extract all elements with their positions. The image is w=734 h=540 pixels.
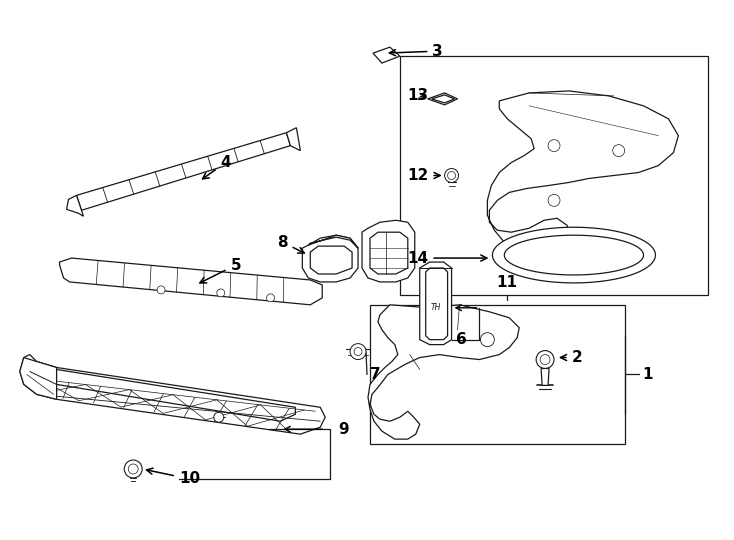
Polygon shape [59,258,322,305]
Text: TH: TH [430,303,441,312]
Text: 11: 11 [497,275,517,290]
Polygon shape [302,235,358,282]
Circle shape [548,140,560,152]
Circle shape [266,294,275,302]
Circle shape [481,333,494,347]
Circle shape [540,355,550,365]
Bar [370,305,625,444]
Circle shape [214,412,224,422]
Text: 1: 1 [642,367,653,382]
Polygon shape [487,91,678,252]
Circle shape [217,289,225,297]
Circle shape [445,168,459,183]
Circle shape [350,343,366,360]
Circle shape [157,286,165,294]
Text: 3: 3 [390,44,443,59]
Circle shape [536,350,554,368]
Text: 9: 9 [338,422,349,437]
Text: 12: 12 [407,168,440,183]
Polygon shape [541,368,549,386]
Circle shape [128,464,138,474]
Polygon shape [20,355,325,434]
Polygon shape [373,47,400,63]
Text: 8: 8 [277,235,305,253]
Polygon shape [286,128,300,151]
Polygon shape [362,220,415,282]
Polygon shape [20,357,57,400]
Circle shape [613,145,625,157]
Circle shape [548,194,560,206]
Polygon shape [76,133,291,210]
Polygon shape [428,93,457,105]
Polygon shape [420,262,451,345]
Circle shape [448,172,456,179]
Polygon shape [67,195,84,217]
Text: 2: 2 [561,350,582,365]
Polygon shape [368,305,519,439]
Text: 7: 7 [370,367,380,382]
Text: 13: 13 [407,89,429,103]
Polygon shape [493,227,655,283]
Text: 5: 5 [200,258,241,283]
Circle shape [124,460,142,478]
Text: 4: 4 [203,155,231,179]
Bar [400,56,708,295]
Text: 14: 14 [407,251,487,266]
Text: 10: 10 [147,468,200,487]
Text: 6: 6 [456,332,466,347]
Circle shape [354,348,362,355]
Polygon shape [308,235,358,248]
